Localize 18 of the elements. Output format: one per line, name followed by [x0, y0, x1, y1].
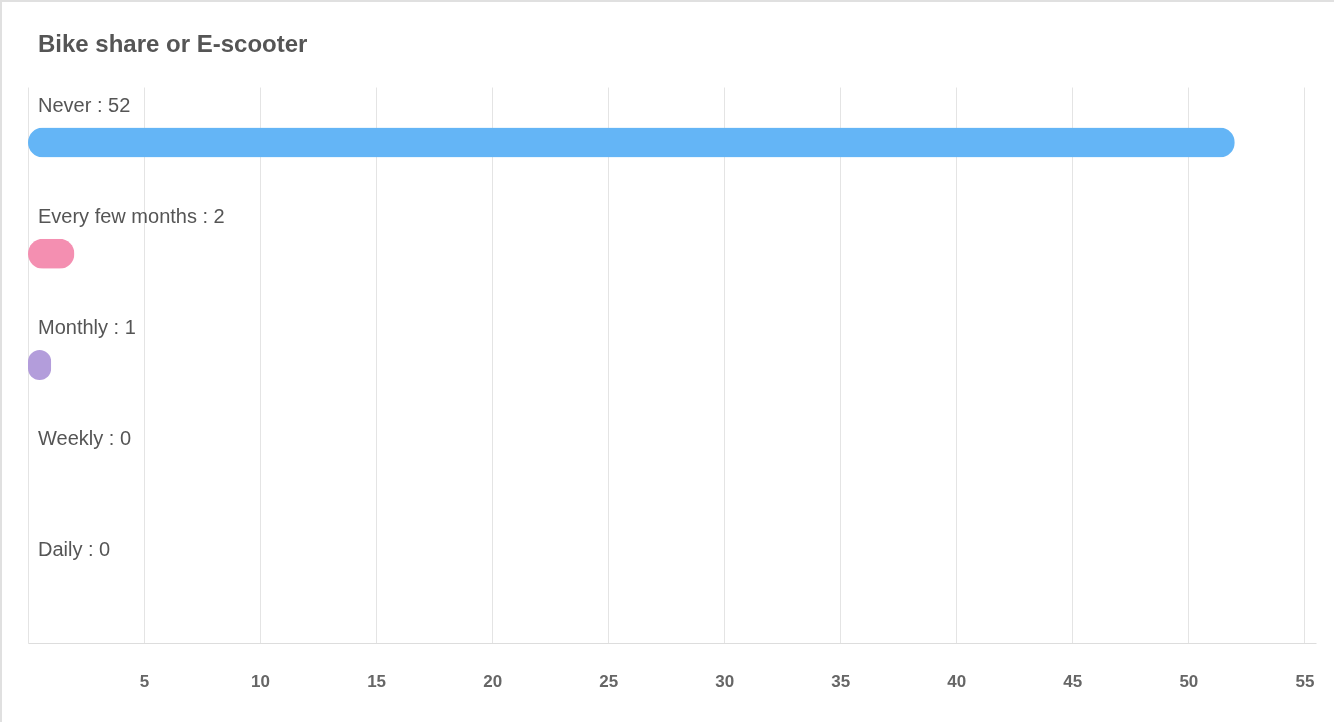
y-tick-label: Weekly : 0 — [38, 427, 131, 450]
x-tick-label: 35 — [831, 671, 851, 691]
x-tick-label: 25 — [599, 671, 619, 691]
chart-title: Bike share or E-scooter — [38, 30, 308, 57]
y-tick-label: Monthly : 1 — [38, 316, 136, 338]
x-tick-label: 10 — [251, 671, 271, 691]
y-tick-label: Never : 52 — [38, 93, 131, 116]
y-tick-label: Every few months : 2 — [38, 204, 225, 227]
x-tick-label: 45 — [1063, 671, 1083, 691]
x-tick-label: 55 — [1295, 671, 1315, 691]
x-tick-label: 5 — [139, 671, 150, 691]
x-tick-label: 15 — [367, 671, 387, 691]
x-tick-label: 50 — [1179, 671, 1199, 691]
x-tick-label: 20 — [483, 671, 503, 691]
y-tick-label: Daily : 0 — [38, 538, 111, 561]
x-tick-label: 30 — [715, 671, 735, 691]
bar — [28, 127, 1235, 158]
x-tick-label: 40 — [947, 671, 967, 691]
